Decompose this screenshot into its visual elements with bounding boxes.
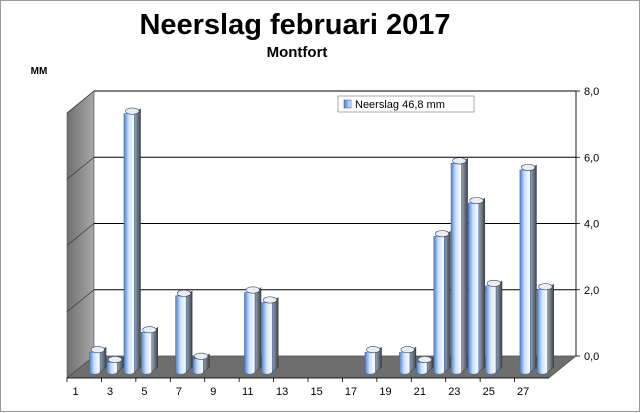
bar-cap [435,230,450,238]
bar-cap [176,289,191,297]
bar [261,296,279,375]
gridline-side [66,289,95,313]
x-tick-label: 11 [242,386,253,398]
bar-front [450,163,462,375]
bar [485,279,503,375]
bar-front [519,169,531,375]
bar-cap [90,346,105,354]
x-tick-label: 3 [107,386,113,398]
bar-front [175,295,187,375]
bar-front [433,235,445,375]
chart-subtitle: Montfort [267,44,328,61]
bar [123,107,141,375]
y-axis-label: MM [31,66,48,77]
bar-side [444,230,451,373]
bar-side [134,108,141,373]
bar-front [485,285,497,375]
y-tick-label: 6,0 [584,152,599,164]
x-tick-label: 15 [310,386,322,398]
bar-front [261,302,273,375]
x-tick-label: 25 [483,386,495,398]
bar-front [106,361,118,375]
chart-title: Neerslag februari 2017 [139,9,450,41]
x-tick-label: 17 [345,386,357,398]
bar-cap [366,346,381,354]
x-tick-labels: 1 3 5 7 9 11 13 15 17 19 21 23 25 27 [66,378,529,398]
bar-cap [142,326,157,334]
bar-front [399,351,411,375]
x-tick-label: 21 [414,386,426,398]
legend-box [337,95,475,113]
x-tick-label: 19 [379,386,391,398]
bar [364,346,382,375]
bar-side [254,286,262,373]
bar [244,286,262,375]
y-tick-label: 4,0 [584,219,599,231]
y-tick-labels: 0,0 2,0 4,0 6,0 8,0 [575,86,599,363]
x-tick-label: 13 [276,386,288,398]
bar-front [123,113,135,375]
bar [192,352,210,375]
bar-cap [125,107,140,115]
x-tick-label: 9 [210,386,216,398]
bar-cap [245,286,260,294]
bar [416,356,434,375]
bar-side [461,157,468,373]
bar-cap [452,157,467,165]
x-tick-label: 5 [141,386,147,398]
bar-cap [469,197,484,205]
legend-swatch [343,99,352,109]
y-tick-label: 0,0 [584,351,599,363]
bar-cap [521,163,536,171]
bar [89,346,107,375]
bars [89,107,554,375]
bar [140,326,158,375]
bar-front [244,292,256,375]
y-tick-label: 2,0 [584,285,599,297]
legend-label: Neerslag 46,8 mm [355,99,445,111]
bar-side [185,290,193,373]
bar-cap [417,356,432,364]
plot-area: 0,02,04,06,08,0 1 3 5 7 9 11 13 15 17 19 21 23 25 27 [66,86,599,398]
x-tick-label: 27 [517,386,529,398]
bar [450,157,468,375]
bar-cap [400,346,415,354]
bar-front [467,202,480,375]
bar-side [530,164,537,373]
bar [175,289,193,375]
bar-side [547,283,554,373]
x-tick-label: 23 [448,386,460,398]
bar-cap [194,352,209,360]
bar-front [140,331,153,375]
bar [536,283,554,375]
legend: Neerslag 46,8 mm [337,95,475,113]
bar-front [416,361,428,375]
gridline-side [66,156,95,180]
bar-side [495,280,503,373]
bar-front [364,351,376,375]
bar-cap [107,356,123,364]
x-tick-label: 7 [176,386,182,398]
bar [433,230,451,375]
bar [106,356,124,375]
bar-cap [486,279,501,287]
bar [399,346,417,375]
bar-front [536,288,548,375]
bar-cap [538,283,553,291]
bar-side [271,296,279,373]
gridline-side [66,223,95,246]
bar-side [478,197,486,373]
x-tick-label: 1 [73,386,79,398]
bar [519,163,537,375]
bar [467,197,486,375]
bar-cap [262,296,278,304]
bar-front [89,351,101,375]
gridline-side [66,90,95,114]
bar-front [192,358,204,375]
bar-side [151,326,158,373]
y-tick-label: 8,0 [584,86,599,98]
